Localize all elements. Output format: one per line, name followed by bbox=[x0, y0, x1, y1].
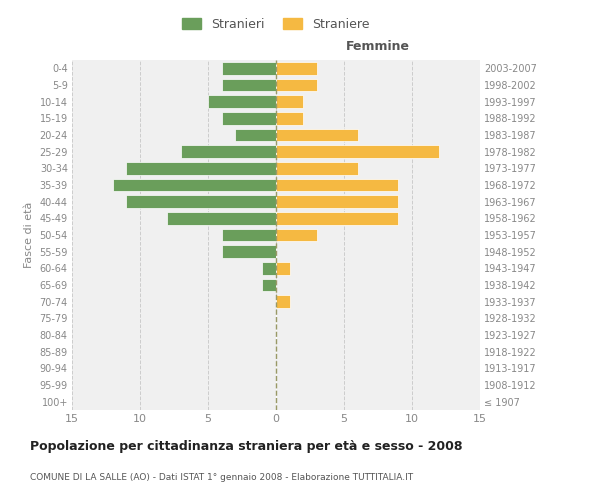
Bar bbox=[276, 162, 358, 174]
Bar bbox=[276, 296, 290, 308]
Legend: Stranieri, Straniere: Stranieri, Straniere bbox=[176, 11, 376, 37]
Text: COMUNE DI LA SALLE (AO) - Dati ISTAT 1° gennaio 2008 - Elaborazione TUTTITALIA.I: COMUNE DI LA SALLE (AO) - Dati ISTAT 1° … bbox=[30, 473, 413, 482]
Text: Femmine: Femmine bbox=[346, 40, 410, 53]
Bar bbox=[127, 162, 276, 174]
Bar bbox=[221, 112, 276, 124]
Bar bbox=[235, 129, 276, 141]
Bar bbox=[127, 196, 276, 208]
Bar bbox=[276, 229, 317, 241]
Bar bbox=[276, 62, 317, 74]
Bar bbox=[208, 96, 276, 108]
Y-axis label: Fasce di età: Fasce di età bbox=[24, 202, 34, 268]
Bar bbox=[276, 179, 398, 192]
Bar bbox=[276, 129, 358, 141]
Bar bbox=[221, 62, 276, 74]
Bar bbox=[276, 212, 398, 224]
Bar bbox=[221, 79, 276, 92]
Bar bbox=[276, 96, 303, 108]
Bar bbox=[262, 262, 276, 274]
Bar bbox=[276, 112, 303, 124]
Bar bbox=[221, 246, 276, 258]
Bar bbox=[221, 229, 276, 241]
Text: Popolazione per cittadinanza straniera per età e sesso - 2008: Popolazione per cittadinanza straniera p… bbox=[30, 440, 463, 453]
Bar bbox=[276, 79, 317, 92]
Bar bbox=[167, 212, 276, 224]
Bar bbox=[276, 196, 398, 208]
Bar bbox=[262, 279, 276, 291]
Bar bbox=[276, 262, 290, 274]
Bar bbox=[276, 146, 439, 158]
Bar bbox=[181, 146, 276, 158]
Bar bbox=[113, 179, 276, 192]
